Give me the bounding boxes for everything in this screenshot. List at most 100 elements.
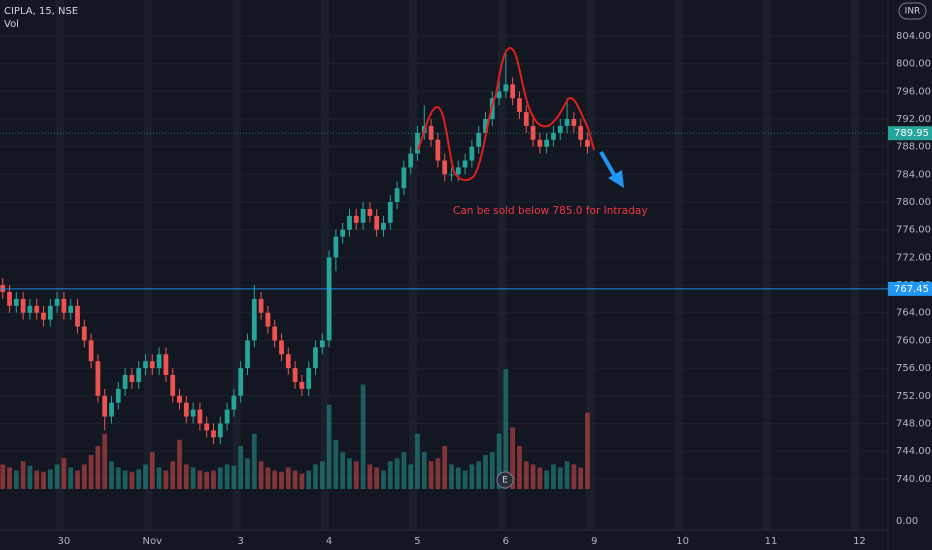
volume-bar — [387, 461, 393, 489]
candle-body — [102, 395, 108, 417]
volume-bar — [143, 464, 148, 489]
candle-body — [95, 361, 101, 396]
grid — [0, 0, 888, 530]
session-break — [762, 0, 772, 530]
candle-body — [387, 202, 393, 223]
candle-body — [455, 167, 461, 175]
volume-pane — [0, 369, 590, 489]
y-tick-label: 776.00 — [896, 225, 931, 236]
candle-body — [326, 257, 332, 341]
volume-bar — [81, 464, 87, 489]
volume-bar — [136, 469, 142, 489]
currency-badge[interactable] — [898, 2, 927, 20]
volume-bar — [231, 465, 237, 489]
candle-body — [109, 402, 114, 417]
volume-bar — [340, 452, 346, 489]
volume-bar — [489, 452, 495, 489]
y-tick-label: 756.00 — [896, 363, 931, 374]
volume-bar — [292, 470, 298, 489]
candle-body — [13, 298, 19, 306]
volume-bar — [41, 471, 46, 489]
volume-bar — [462, 470, 468, 489]
candle-body — [517, 98, 522, 113]
candle-body — [333, 236, 339, 258]
candle-body — [578, 125, 584, 140]
candle-body — [258, 298, 264, 313]
candle-body — [353, 215, 359, 223]
volume-bar — [258, 461, 264, 489]
session-break — [851, 0, 860, 530]
session-break — [320, 0, 330, 530]
candle-body — [530, 125, 536, 140]
currency[interactable]: INR — [905, 7, 921, 17]
volume-bar — [7, 467, 12, 489]
candle-body — [585, 139, 590, 147]
volume-bar — [367, 464, 373, 489]
price-label-box — [888, 281, 932, 296]
volume-bar — [95, 445, 101, 489]
candle-body — [170, 375, 176, 396]
candle-body — [476, 132, 482, 147]
candle-body — [306, 368, 312, 389]
y-tick-label: 752.00 — [896, 391, 931, 402]
session-break — [144, 0, 153, 530]
volume-bar — [551, 464, 556, 489]
candle-body — [251, 298, 257, 341]
price-label-box — [888, 126, 932, 141]
candle-body — [163, 354, 169, 376]
volume-bar — [177, 439, 182, 489]
volume-bar — [483, 455, 488, 489]
earnings-marker[interactable] — [496, 471, 514, 489]
volume-bar — [530, 464, 536, 489]
y-tick-label: 788.00 — [896, 142, 931, 153]
volume-bar — [115, 467, 121, 489]
volume-bar — [109, 461, 114, 489]
y-tick-label: 744.00 — [896, 446, 931, 457]
candle-body — [204, 423, 210, 431]
volume-bar — [523, 461, 529, 489]
candle-body — [211, 430, 216, 438]
volume-bar — [34, 470, 40, 489]
x-tick-label: 4 — [326, 536, 332, 547]
candle-body — [272, 326, 278, 341]
y-tick-label: 764.00 — [896, 308, 931, 319]
volume-bar — [211, 470, 216, 489]
volume-bar — [224, 464, 230, 489]
volume-bar — [442, 445, 448, 489]
candle-body — [510, 84, 516, 99]
volume-bar — [0, 464, 6, 489]
candle-body — [61, 298, 67, 313]
y-tick-label: 792.00 — [896, 114, 931, 125]
arrow-shaft — [599, 151, 618, 179]
candle-body — [197, 409, 203, 424]
candle-body — [68, 305, 74, 313]
candle-body — [374, 215, 380, 230]
volume-bar — [537, 467, 543, 489]
volume-bar — [326, 404, 332, 489]
candle-body — [217, 423, 223, 438]
candle-body — [340, 229, 346, 237]
candle-body — [190, 409, 196, 417]
volume-bar — [585, 412, 590, 489]
volume-bar — [217, 467, 223, 489]
candle-body — [245, 340, 250, 369]
volume-bar — [122, 470, 128, 489]
price-label: 767.45 — [894, 284, 929, 295]
earnings-letter[interactable]: E — [502, 476, 508, 486]
candle-body — [265, 312, 271, 327]
candle-body — [20, 298, 26, 313]
volume-bar — [54, 464, 60, 489]
volume-bar — [170, 461, 176, 489]
y-tick-label: 748.00 — [896, 418, 931, 429]
candle-body — [81, 326, 87, 341]
candle-body — [557, 125, 563, 133]
candle-body — [156, 354, 162, 369]
session-break — [409, 0, 418, 530]
candle-body — [41, 312, 46, 320]
volume-bar — [102, 433, 108, 489]
candle-body — [408, 153, 414, 168]
candle-body — [129, 375, 135, 382]
candle-body — [285, 354, 291, 369]
volume-bar — [347, 458, 352, 489]
